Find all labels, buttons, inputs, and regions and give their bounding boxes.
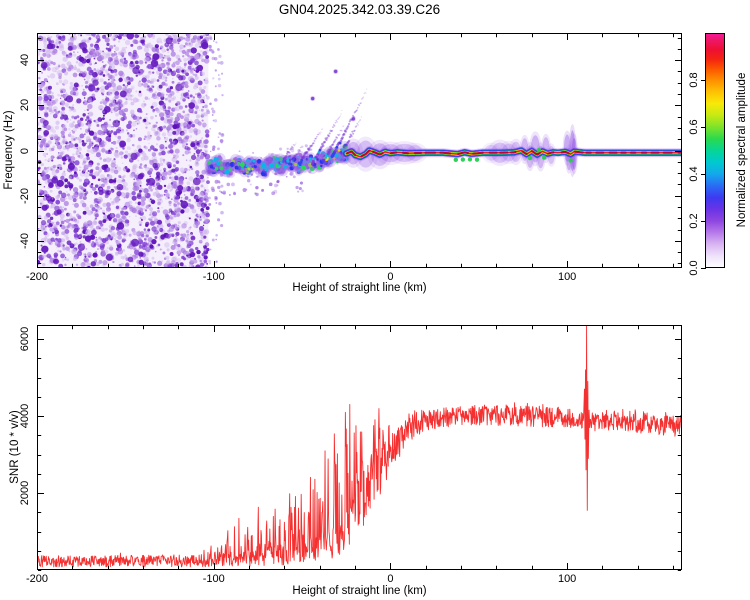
colorbar-tick-label: 0.4 <box>688 166 700 182</box>
spectrogram-y-tick-label: -40 <box>19 232 31 249</box>
spectrogram-x-tick-label: -200 <box>25 271 49 283</box>
snr-x-tick-label: -100 <box>202 573 225 585</box>
snr-y-tick-label: 2000 <box>19 480 31 506</box>
spectrogram-y-tick-label: -20 <box>19 187 31 204</box>
snr-x-tick-label: 100 <box>557 573 577 585</box>
snr-y-tick-label: 4000 <box>19 403 31 429</box>
colorbar-label: Normalized spectral amplitude <box>736 72 748 228</box>
colorbar-tick-label: 0.8 <box>688 72 700 88</box>
spectrogram-y-tick-label: 40 <box>19 53 31 67</box>
spectrogram-y-tick-label: 0 <box>19 147 31 154</box>
spectrogram-yaxis-label: Frequency (Hz) <box>3 110 15 190</box>
snr-x-tick-label: 0 <box>387 573 394 585</box>
colorbar-tick-label: 0.2 <box>688 213 700 229</box>
snr-xaxis-label: Height of straight line (km) <box>292 585 427 597</box>
spectrogram-x-tick-label: -100 <box>202 271 225 283</box>
colorbar-tick-label: 0.6 <box>688 119 700 135</box>
chart-title: GN04.2025.342.03.39.C26 <box>278 2 441 17</box>
spectrogram-x-tick-label: 100 <box>557 271 577 283</box>
snr-x-tick-label: -200 <box>25 573 49 585</box>
spectrogram-xaxis-label: Height of straight line (km) <box>292 282 427 294</box>
spectrogram-x-tick-label: 0 <box>387 271 394 283</box>
colorbar-tick-label: 0.0 <box>688 260 700 276</box>
spectrogram-y-tick-label: 20 <box>19 99 31 112</box>
snr-y-tick-label: 6000 <box>19 326 31 352</box>
